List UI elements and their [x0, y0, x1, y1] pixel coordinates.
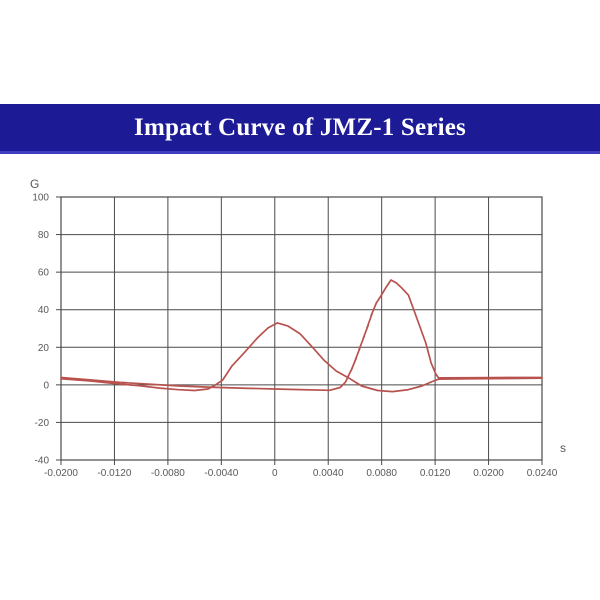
y-axis-unit-label: G — [30, 177, 39, 191]
x-tick-label: 0.0080 — [366, 468, 397, 479]
y-tick-label: -40 — [35, 456, 50, 467]
y-tick-label: -20 — [35, 418, 50, 429]
x-tick-label: 0.0200 — [473, 468, 504, 479]
page-title: Impact Curve of JMZ-1 Series — [134, 113, 466, 141]
x-tick-label: -0.0200 — [44, 468, 78, 479]
title-banner: Impact Curve of JMZ-1 Series — [0, 104, 600, 154]
y-tick-label: 100 — [32, 193, 49, 204]
curve-run-2-broad-pulse — [60, 322, 543, 393]
y-tick-label: 60 — [38, 268, 50, 279]
x-tick-label: 0 — [272, 468, 278, 479]
x-tick-label: 0.0240 — [527, 468, 558, 479]
y-tick-label: 0 — [43, 380, 49, 391]
x-tick-label: 0.0040 — [313, 468, 344, 479]
x-tick-label: -0.0120 — [97, 468, 131, 479]
y-tick-label: 40 — [38, 305, 50, 316]
y-tick-label: 20 — [38, 343, 50, 354]
y-tick-label: 80 — [38, 230, 50, 241]
x-tick-label: -0.0040 — [204, 468, 238, 479]
plot-border — [60, 196, 543, 461]
x-tick-label: -0.0080 — [151, 468, 185, 479]
curve-run-1-baseline-with-spike — [60, 279, 543, 392]
x-axis-unit-label: s — [560, 441, 566, 455]
x-tick-label: 0.0120 — [420, 468, 451, 479]
